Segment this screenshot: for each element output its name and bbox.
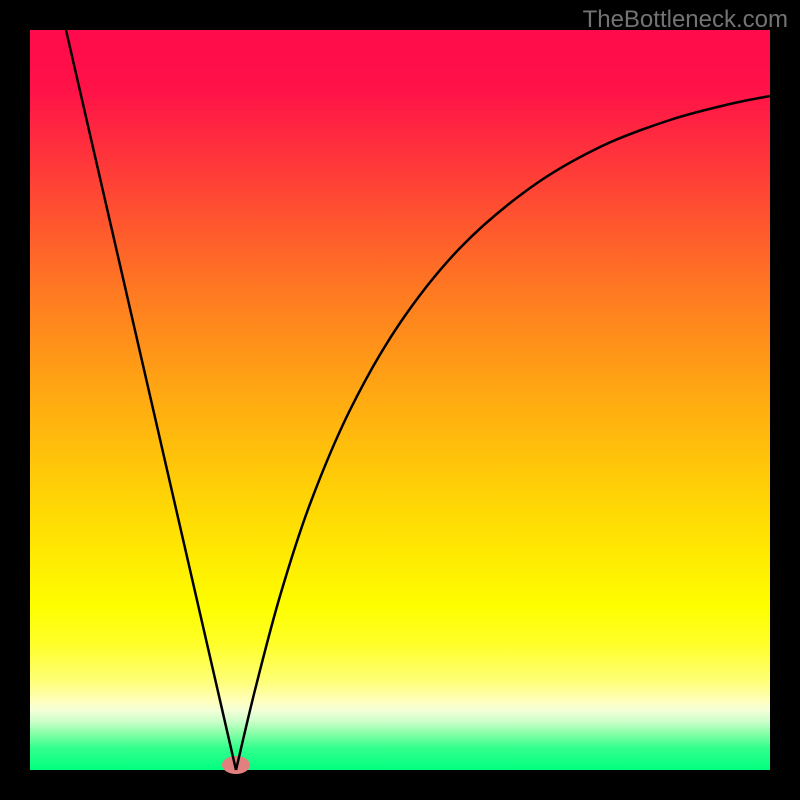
- plot-area: [30, 30, 770, 770]
- bottleneck-curve: [30, 30, 770, 770]
- curve-left-branch: [66, 30, 236, 770]
- curve-right-branch: [236, 96, 770, 770]
- chart-frame: TheBottleneck.com: [0, 0, 800, 800]
